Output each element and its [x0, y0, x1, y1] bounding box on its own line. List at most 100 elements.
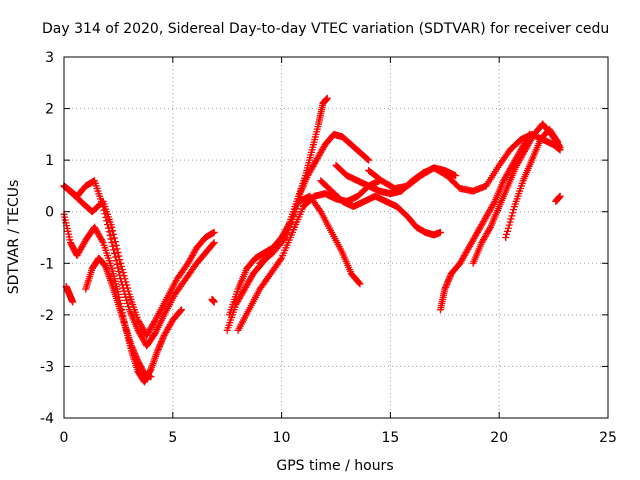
- data-point: [117, 278, 125, 286]
- data-point: [133, 354, 141, 362]
- data-point: [555, 142, 563, 150]
- data-point: [108, 223, 116, 231]
- series-arc-11: [317, 177, 444, 239]
- data-point: [112, 257, 120, 265]
- x-tick-label: 15: [381, 430, 399, 446]
- data-point: [316, 206, 324, 214]
- data-point: [159, 333, 167, 341]
- data-point: [117, 275, 125, 283]
- data-point: [110, 230, 118, 238]
- data-point: [117, 262, 125, 270]
- data-point: [156, 341, 164, 349]
- data-point: [129, 346, 137, 354]
- data-point: [151, 318, 159, 326]
- data-point: [111, 238, 119, 246]
- series-arc-4: [62, 282, 77, 306]
- data-point: [486, 225, 494, 233]
- data-point: [444, 277, 452, 285]
- x-axis-label: GPS time / hours: [276, 458, 393, 474]
- data-point: [147, 373, 155, 381]
- series-arc-14: [436, 130, 534, 314]
- data-point: [290, 212, 298, 220]
- series-arc-10: [256, 192, 364, 288]
- y-axis-label: SDTVAR / TECUs: [6, 180, 22, 295]
- series-arc-5: [82, 254, 155, 381]
- data-point: [113, 260, 121, 268]
- data-point: [100, 206, 108, 214]
- data-point: [102, 213, 110, 221]
- data-point: [285, 226, 293, 234]
- data-point: [177, 307, 185, 315]
- data-point: [122, 293, 130, 301]
- y-tick-label: 1: [45, 153, 54, 169]
- data-point: [155, 344, 163, 352]
- data-point: [104, 224, 112, 232]
- data-point: [445, 274, 453, 282]
- data-point: [104, 221, 112, 229]
- data-point: [556, 143, 564, 151]
- data-point: [281, 235, 289, 243]
- data-point: [111, 253, 119, 261]
- data-point: [109, 242, 117, 250]
- data-point: [210, 228, 218, 236]
- data-point: [286, 223, 294, 231]
- data-point: [504, 224, 512, 232]
- data-point: [158, 336, 166, 344]
- data-point: [116, 271, 124, 279]
- data-point: [129, 345, 137, 353]
- data-point: [443, 279, 451, 287]
- y-tick-label: 3: [45, 50, 54, 66]
- series-arc-7: [223, 94, 331, 334]
- data-point: [441, 284, 449, 292]
- y-tick-label: -3: [40, 359, 54, 375]
- data-point: [131, 351, 139, 359]
- data-point: [510, 206, 518, 214]
- data-point: [509, 209, 517, 217]
- data-point: [113, 245, 121, 253]
- series-arc-8: [225, 130, 373, 319]
- data-point: [356, 280, 364, 288]
- data-point: [130, 348, 138, 356]
- data-point: [288, 215, 296, 223]
- data-point: [209, 240, 217, 248]
- data-point: [131, 350, 139, 358]
- data-point: [156, 342, 164, 350]
- data-point: [128, 343, 136, 351]
- data-point: [287, 219, 295, 227]
- data-point: [103, 217, 111, 225]
- data-point: [110, 246, 118, 254]
- data-point: [452, 172, 460, 180]
- data-point: [291, 208, 299, 216]
- data-point: [505, 221, 513, 229]
- data-point: [146, 366, 154, 374]
- plot-frame: [63, 56, 609, 419]
- data-point: [277, 256, 285, 264]
- data-point: [98, 237, 106, 245]
- series-arc-1: [60, 182, 218, 339]
- data-point: [178, 306, 186, 314]
- data-point: [508, 212, 516, 220]
- data-point: [282, 234, 290, 241]
- data-point: [69, 298, 77, 306]
- x-axis-ticks: 0 5 10 15 20 25: [60, 57, 617, 446]
- y-tick-label: 0: [45, 205, 54, 221]
- data-point: [115, 252, 123, 260]
- data-point: [355, 279, 363, 287]
- data-point: [441, 285, 449, 293]
- data-point: [507, 215, 515, 223]
- series-arc-3: [60, 177, 218, 350]
- x-tick-label: 10: [273, 430, 291, 446]
- data-point: [121, 290, 129, 298]
- x-tick-label: 0: [60, 430, 69, 446]
- y-tick-label: -2: [40, 308, 54, 324]
- data-point: [503, 230, 511, 238]
- data-point: [105, 228, 113, 236]
- data-point: [442, 282, 450, 290]
- data-point: [154, 347, 162, 355]
- data-point: [109, 227, 117, 235]
- series-arc-12: [332, 161, 460, 198]
- data-point: [114, 248, 122, 256]
- chart-title: Day 314 of 2020, Sidereal Day-to-day VTE…: [42, 21, 609, 37]
- y-tick-label: -4: [40, 411, 54, 427]
- data-point: [120, 287, 128, 295]
